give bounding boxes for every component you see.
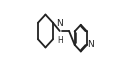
Text: N: N: [56, 19, 63, 28]
Text: N: N: [87, 40, 94, 49]
Text: H: H: [57, 36, 63, 45]
